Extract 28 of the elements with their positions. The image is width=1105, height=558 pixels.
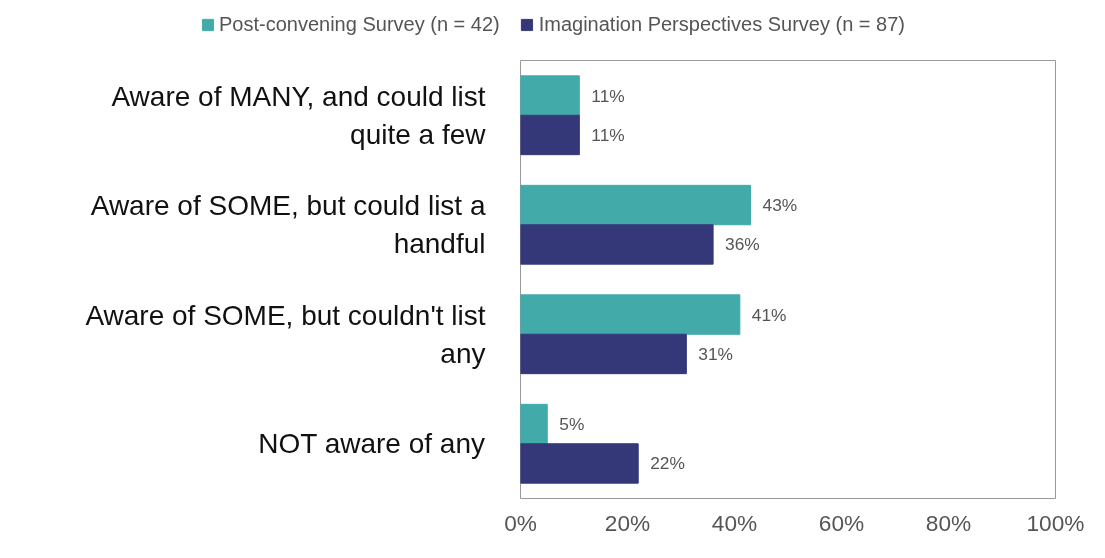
data-label: 11% <box>591 85 625 106</box>
bar <box>520 184 752 226</box>
bar <box>520 114 580 156</box>
x-tick-label: 100% <box>1026 509 1085 536</box>
y-tick-label: NOT aware of any <box>258 428 485 460</box>
bar <box>520 333 687 375</box>
data-label: 36% <box>725 234 760 255</box>
x-tick-label: 40% <box>711 509 758 536</box>
y-tick-label: Aware of MANY, and could list quite a few <box>111 80 487 150</box>
bar <box>520 75 580 116</box>
data-label: 31% <box>698 343 734 364</box>
bar <box>520 224 714 265</box>
data-label: 5% <box>559 414 585 435</box>
x-tick-label: 60% <box>818 509 865 536</box>
data-label: 43% <box>762 195 798 216</box>
legend-label: Post-convening Survey (n = 42) <box>219 12 500 36</box>
data-label: 11% <box>591 124 625 145</box>
x-tick-label: 0% <box>504 509 537 536</box>
data-label: 22% <box>650 453 685 474</box>
legend-label: Imagination Perspectives Survey (n = 87) <box>538 12 905 36</box>
bar <box>520 443 639 484</box>
y-tick-label: Aware of SOME, but couldn't list any <box>85 299 486 369</box>
bar <box>520 294 741 335</box>
x-tick-label: 20% <box>604 509 651 536</box>
data-label: 41% <box>751 304 787 325</box>
y-tick-label: Aware of SOME, but could list a handful <box>90 190 486 260</box>
x-tick-label: 80% <box>925 509 972 536</box>
bar <box>520 403 548 445</box>
